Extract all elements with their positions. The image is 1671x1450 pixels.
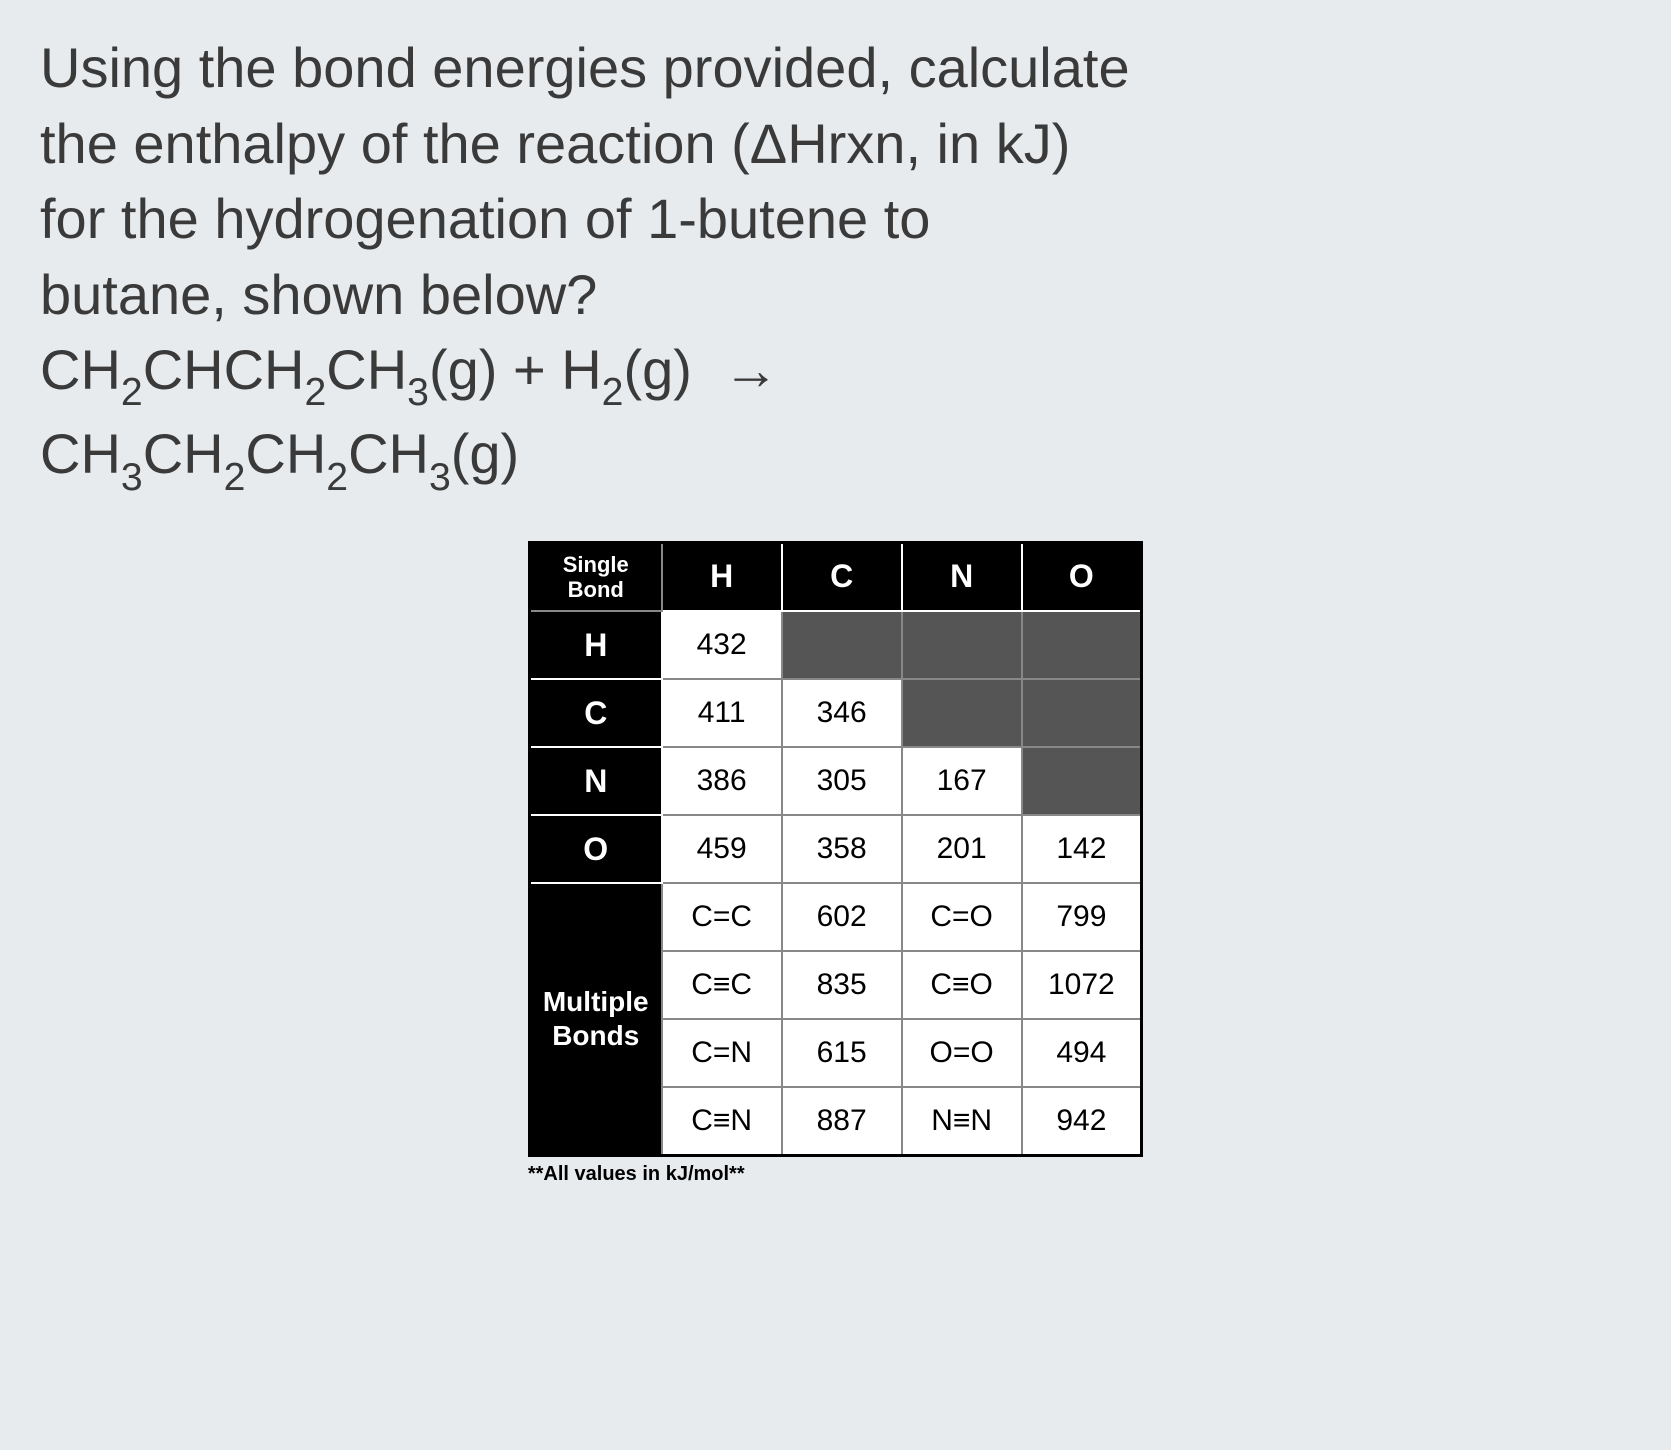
row-header-h: H <box>529 611 661 679</box>
question-line3: for the hydrogenation of 1-butene to <box>40 187 930 250</box>
cell-o-o: 142 <box>1022 815 1142 883</box>
bond-value: 494 <box>1022 1019 1142 1087</box>
bond-label: N≡N <box>902 1087 1022 1155</box>
arrow-symbol: → <box>723 338 779 401</box>
table-header-row: Single Bond H C N O <box>529 542 1141 611</box>
bond-energy-table: Single Bond H C N O H 432 C 411 346 <box>528 541 1143 1157</box>
corner-cell: Single Bond <box>529 542 661 611</box>
cell-c-h: 411 <box>662 679 782 747</box>
col-header-n: N <box>902 542 1022 611</box>
row-header-o: O <box>529 815 661 883</box>
empty-cell <box>782 611 902 679</box>
question-line2a: the enthalpy of the reaction ( <box>40 112 750 175</box>
table-container: Single Bond H C N O H 432 C 411 346 <box>528 541 1143 1186</box>
bond-value: 942 <box>1022 1087 1142 1155</box>
table-footnote: **All values in kJ/mol** <box>528 1163 1143 1186</box>
bond-value: 799 <box>1022 883 1142 951</box>
bond-label: O=O <box>902 1019 1022 1087</box>
reaction-product: CH3CH2CH2CH3(g) <box>40 422 519 485</box>
multiple-label-1: Multiple <box>543 986 649 1017</box>
table-row: N 386 305 167 <box>529 747 1141 815</box>
question-text: Using the bond energies provided, calcul… <box>40 30 1631 501</box>
row-header-c: C <box>529 679 661 747</box>
table-row: Multiple Bonds C=C 602 C=O 799 <box>529 883 1141 951</box>
question-line4: butane, shown below? <box>40 263 597 326</box>
empty-cell <box>902 679 1022 747</box>
bond-value: 615 <box>782 1019 902 1087</box>
row-header-n: N <box>529 747 661 815</box>
cell-o-c: 358 <box>782 815 902 883</box>
empty-cell <box>1022 679 1142 747</box>
col-header-o: O <box>1022 542 1142 611</box>
bond-label: C=C <box>662 883 782 951</box>
bond-value: 835 <box>782 951 902 1019</box>
bond-label: C=N <box>662 1019 782 1087</box>
multiple-bonds-header: Multiple Bonds <box>529 883 661 1155</box>
cell-h-h: 432 <box>662 611 782 679</box>
bond-label: C≡C <box>662 951 782 1019</box>
reaction-equation: CH2CHCH2CH3(g) + H2(g) → <box>40 338 779 401</box>
corner-label-1: Single <box>563 552 629 577</box>
bond-label: C≡O <box>902 951 1022 1019</box>
table-row: O 459 358 201 142 <box>529 815 1141 883</box>
cell-o-h: 459 <box>662 815 782 883</box>
cell-o-n: 201 <box>902 815 1022 883</box>
delta-symbol: Δ <box>750 112 787 175</box>
bond-label: C≡N <box>662 1087 782 1155</box>
cell-n-c: 305 <box>782 747 902 815</box>
question-line1: Using the bond energies provided, calcul… <box>40 36 1130 99</box>
question-line2b: Hrxn, in kJ) <box>787 112 1070 175</box>
col-header-h: H <box>662 542 782 611</box>
corner-label-2: Bond <box>568 577 624 602</box>
empty-cell <box>902 611 1022 679</box>
cell-c-c: 346 <box>782 679 902 747</box>
bond-value: 602 <box>782 883 902 951</box>
cell-n-n: 167 <box>902 747 1022 815</box>
bond-label: C=O <box>902 883 1022 951</box>
empty-cell <box>1022 611 1142 679</box>
table-wrapper: Single Bond H C N O H 432 C 411 346 <box>40 541 1631 1186</box>
bond-value: 1072 <box>1022 951 1142 1019</box>
table-row: H 432 <box>529 611 1141 679</box>
col-header-c: C <box>782 542 902 611</box>
empty-cell <box>1022 747 1142 815</box>
cell-n-h: 386 <box>662 747 782 815</box>
bond-value: 887 <box>782 1087 902 1155</box>
table-row: C 411 346 <box>529 679 1141 747</box>
multiple-label-2: Bonds <box>552 1020 639 1051</box>
